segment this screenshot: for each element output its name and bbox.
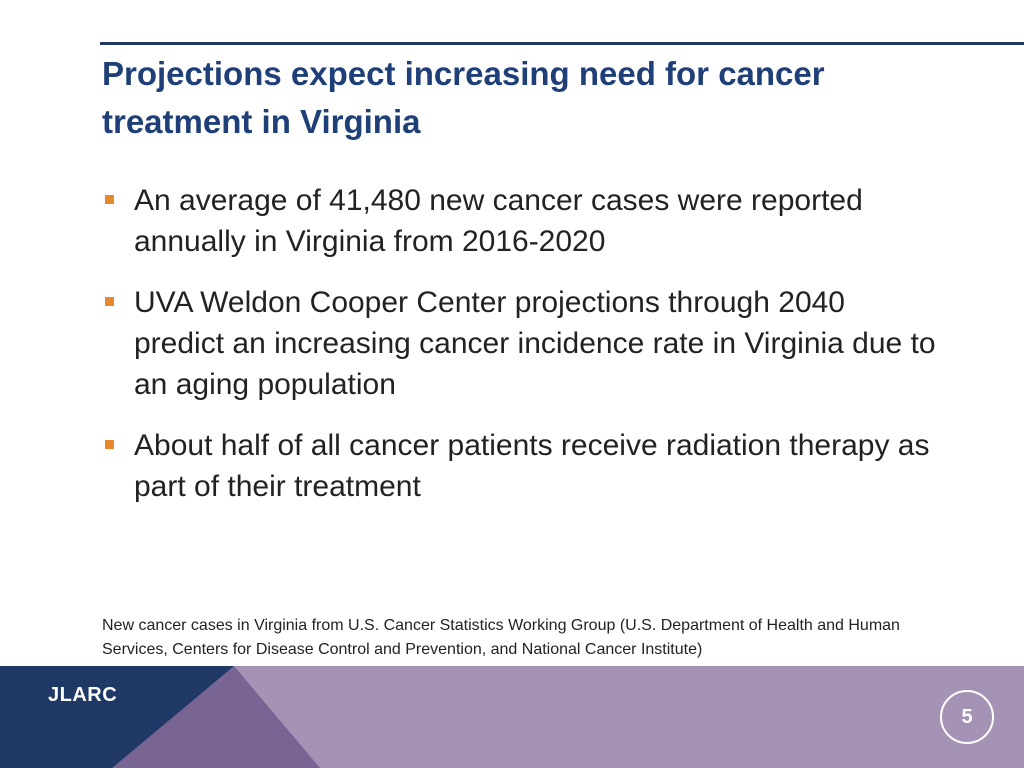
bullet-text: About half of all cancer patients receiv… [134,429,930,503]
footer-navy-band [0,666,234,768]
page-number: 5 [940,690,994,744]
bullet-text: UVA Weldon Cooper Center projections thr… [134,286,936,401]
square-bullet-icon [105,297,114,306]
bullet-item: About half of all cancer patients receiv… [102,425,942,507]
bullet-text: An average of 41,480 new cancer cases we… [134,184,863,258]
bullet-list: An average of 41,480 new cancer cases we… [102,180,942,527]
footer-background [0,666,1024,768]
footer-bar: JLARC 5 [0,666,1024,768]
square-bullet-icon [105,440,114,449]
square-bullet-icon [105,195,114,204]
jlarc-logo: JLARC [48,684,118,706]
source-footnote: New cancer cases in Virginia from U.S. C… [102,617,900,658]
title-rule [100,42,1024,45]
bullet-item: UVA Weldon Cooper Center projections thr… [102,282,942,405]
slide-title: Projections expect increasing need for c… [102,55,825,140]
bullet-item: An average of 41,480 new cancer cases we… [102,180,942,262]
